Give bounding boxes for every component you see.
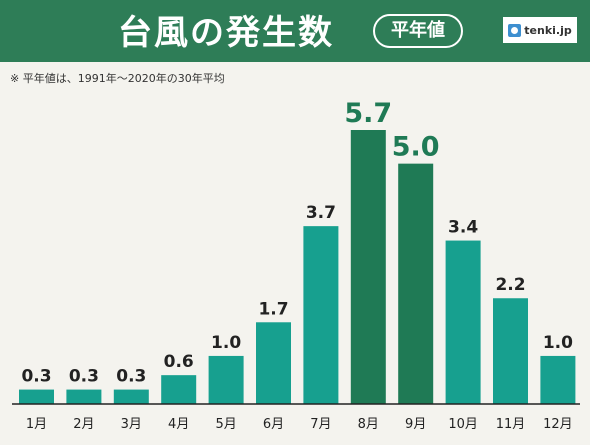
logo-text: tenki.jp xyxy=(524,23,572,37)
tick-label-3: 3月 xyxy=(121,417,142,432)
value-label-1: 0.3 xyxy=(21,367,51,387)
bar-11 xyxy=(493,298,528,404)
tick-label-2: 2月 xyxy=(73,417,94,432)
tenki-logo-icon xyxy=(508,23,522,37)
tick-label-10: 10月 xyxy=(448,417,478,432)
value-label-3: 0.3 xyxy=(116,367,146,387)
bar-1 xyxy=(19,389,54,404)
tick-label-4: 4月 xyxy=(168,417,189,432)
bar-7 xyxy=(303,226,339,404)
bar-9 xyxy=(398,163,434,404)
header-banner xyxy=(0,0,590,62)
page-title: 台風の発生数 xyxy=(118,13,334,53)
footnote: ※ 平年値は、1991年～2020年の30年平均 xyxy=(10,72,225,85)
tick-label-7: 7月 xyxy=(310,417,331,432)
value-label-9: 5.0 xyxy=(392,132,440,163)
bar-5 xyxy=(208,355,244,404)
value-label-11: 2.2 xyxy=(495,275,525,295)
tenki-logo[interactable]: tenki.jp xyxy=(503,17,577,43)
bar-6 xyxy=(256,322,291,404)
tick-label-9: 9月 xyxy=(405,417,426,432)
bar-10 xyxy=(445,240,481,404)
tick-label-6: 6月 xyxy=(263,417,284,432)
bar-3 xyxy=(113,389,149,404)
value-label-8: 5.7 xyxy=(344,98,392,129)
value-label-10: 3.4 xyxy=(448,218,478,238)
tick-label-1: 1月 xyxy=(26,417,47,432)
bar-2 xyxy=(66,389,102,404)
bar-12 xyxy=(540,355,576,404)
value-label-7: 3.7 xyxy=(306,203,336,223)
tick-label-8: 8月 xyxy=(358,417,379,432)
value-label-5: 1.0 xyxy=(211,333,241,353)
bar-8 xyxy=(350,130,386,404)
value-label-4: 0.6 xyxy=(164,352,194,372)
value-label-6: 1.7 xyxy=(258,299,288,319)
bar-4 xyxy=(161,375,197,404)
tick-label-12: 12月 xyxy=(543,417,573,432)
tick-label-5: 5月 xyxy=(215,417,236,432)
value-label-2: 0.3 xyxy=(69,367,99,387)
value-label-12: 1.0 xyxy=(543,333,573,353)
normal-value-badge: 平年値 xyxy=(373,14,463,48)
tick-label-11: 11月 xyxy=(496,417,526,432)
